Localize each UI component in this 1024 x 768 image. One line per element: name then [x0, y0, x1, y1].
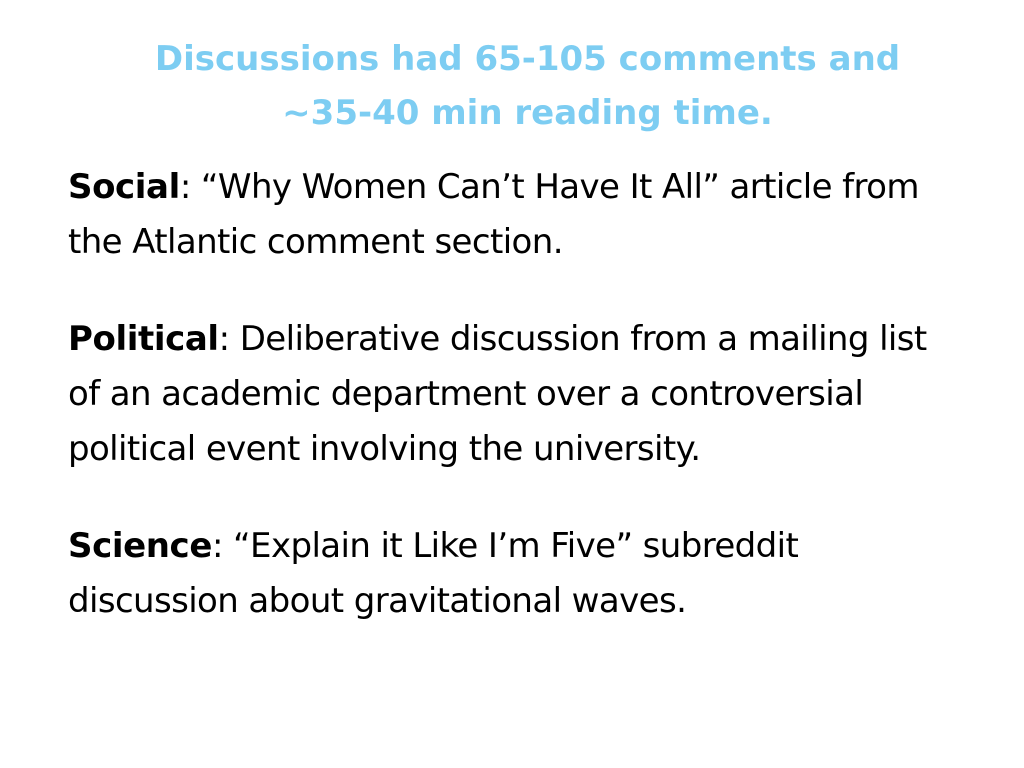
item-first-line: Political: Deliberative discussion from …: [68, 312, 998, 367]
item-social: Social: “Why Women Can’t Have It All” ar…: [68, 160, 998, 270]
item-line: of an academic department over a controv…: [68, 374, 864, 414]
title-line: Discussions had 65-105 comments and: [154, 39, 901, 79]
item-text: : “Explain it Like I’m Five” subreddit: [211, 526, 799, 566]
slide-title: Discussions had 65-105 comments and ~35-…: [40, 32, 1015, 140]
item-first-line: Science: “Explain it Like I’m Five” subr…: [68, 519, 998, 574]
item-science: Science: “Explain it Like I’m Five” subr…: [68, 519, 998, 629]
title-line: ~35-40 min reading time.: [282, 93, 773, 133]
item-text: : Deliberative discussion from a mailing…: [218, 319, 928, 359]
item-text: : “Why Women Can’t Have It All” article …: [179, 167, 920, 207]
item-line: the Atlantic comment section.: [68, 222, 564, 262]
slide-body: Social: “Why Women Can’t Have It All” ar…: [68, 160, 998, 629]
item-label: Science: [68, 526, 212, 566]
item-first-line: Social: “Why Women Can’t Have It All” ar…: [68, 160, 998, 215]
item-line: discussion about gravitational waves.: [68, 581, 687, 621]
item-label: Political: [68, 319, 219, 359]
item-label: Social: [68, 167, 180, 207]
item-political: Political: Deliberative discussion from …: [68, 312, 998, 477]
item-line: political event involving the university…: [68, 429, 701, 469]
